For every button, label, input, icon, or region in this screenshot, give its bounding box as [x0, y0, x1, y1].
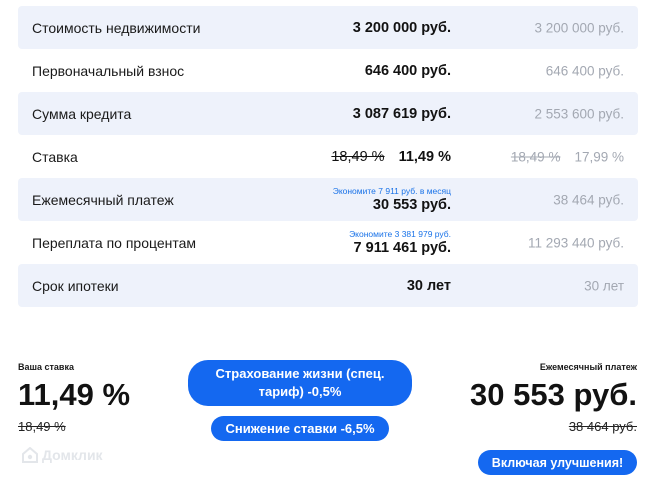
row-compare-cell: 30 лет — [584, 278, 624, 293]
row-value-cell: Экономите 3 381 979 руб. 7 911 461 руб. — [349, 221, 451, 264]
your-rate-old-value: 18,49 % — [18, 419, 66, 434]
row-value: 11,49 % — [398, 148, 451, 165]
monthly-payment-old-value: 38 464 руб. — [568, 419, 637, 434]
row-compare-value: 11 293 440 руб. — [527, 235, 624, 250]
life-insurance-button[interactable]: Страхование жизни (спец. тариф) -0,5% — [188, 360, 412, 406]
row-compare-value: 3 200 000 руб. — [534, 20, 624, 35]
row-value: 7 911 461 руб. — [353, 240, 451, 256]
row-compare-value: 38 464 руб. — [553, 192, 624, 207]
row-label: Первоначальный взнос — [32, 62, 185, 79]
row-value: 30 553 руб. — [372, 197, 451, 213]
row-value-cell: 646 400 руб. — [365, 49, 451, 92]
row-value-cell: 3 087 619 руб. — [353, 92, 451, 135]
row-value: 646 400 руб. — [364, 62, 451, 79]
logo-text: Домклик — [42, 447, 103, 463]
summary-panel: Ваша ставка 11,49 % 18,49 % Страхование … — [0, 355, 655, 485]
row-label: Стоимость недвижимости — [32, 19, 201, 36]
row-compare-cell: 2 553 600 руб. — [534, 106, 624, 121]
table-row-overpayment: Переплата по процентам Экономите 3 381 9… — [18, 221, 638, 264]
row-compare-cell: 18,49 % 17,99 % — [511, 149, 624, 164]
table-row-down-payment: Первоначальный взнос 646 400 руб. 646 40… — [18, 49, 638, 92]
row-label: Сумма кредита — [32, 105, 132, 122]
rate-pair: 18,49 % 11,49 % — [331, 149, 451, 165]
row-value-cell: 30 лет — [407, 264, 451, 307]
row-old-value: 18,49 % — [331, 148, 385, 165]
table-row-rate: Ставка 18,49 % 11,49 % 18,49 % 17,99 % — [18, 135, 638, 178]
row-compare-value: 2 553 600 руб. — [534, 106, 624, 121]
row-compare-cell: 3 200 000 руб. — [534, 20, 624, 35]
row-value: 3 200 000 руб. — [352, 19, 451, 36]
row-compare-cell: 38 464 руб. — [553, 192, 624, 207]
domclick-logo: Домклик — [22, 447, 103, 463]
row-value-cell: 18,49 % 11,49 % — [331, 135, 451, 178]
row-value-cell: 3 200 000 руб. — [353, 6, 451, 49]
savings-hint: Экономите 3 381 979 руб. — [349, 229, 451, 239]
row-label: Срок ипотеки — [32, 277, 119, 294]
your-rate-label: Ваша ставка — [18, 362, 74, 372]
rate-reduction-button[interactable]: Снижение ставки -6,5% — [211, 416, 389, 441]
row-value-cell: Экономите 7 911 руб. в месяц 30 553 руб. — [333, 178, 451, 221]
your-rate-value: 11,49 % — [18, 377, 131, 412]
savings-hint: Экономите 7 911 руб. в месяц — [332, 186, 451, 196]
row-value: 30 лет — [406, 277, 451, 294]
comparison-table: Стоимость недвижимости 3 200 000 руб. 3 … — [18, 6, 638, 307]
row-compare-cell: 11 293 440 руб. — [528, 235, 624, 250]
row-compare-value: 646 400 руб. — [545, 63, 624, 78]
row-label: Ставка — [32, 148, 78, 165]
row-value: 3 087 619 руб. — [352, 105, 451, 122]
monthly-payment-value: 30 553 руб. — [470, 377, 637, 412]
table-row-loan-amount: Сумма кредита 3 087 619 руб. 2 553 600 р… — [18, 92, 638, 135]
table-row-property-price: Стоимость недвижимости 3 200 000 руб. 3 … — [18, 6, 638, 49]
row-label: Ежемесячный платеж — [32, 191, 174, 208]
with-improvements-button[interactable]: Включая улучшения! — [478, 450, 637, 475]
row-compare-cell: 646 400 руб. — [546, 63, 624, 78]
table-row-monthly-payment: Ежемесячный платеж Экономите 7 911 руб. … — [18, 178, 638, 221]
row-compare-old-value: 18,49 % — [510, 149, 561, 164]
monthly-payment-label: Ежемесячный платеж — [539, 362, 637, 372]
row-compare-value: 17,99 % — [574, 149, 624, 164]
table-row-term: Срок ипотеки 30 лет 30 лет — [18, 264, 638, 307]
row-compare-value: 30 лет — [584, 278, 624, 293]
domclick-logo-icon — [22, 447, 38, 463]
row-label: Переплата по процентам — [32, 234, 197, 251]
